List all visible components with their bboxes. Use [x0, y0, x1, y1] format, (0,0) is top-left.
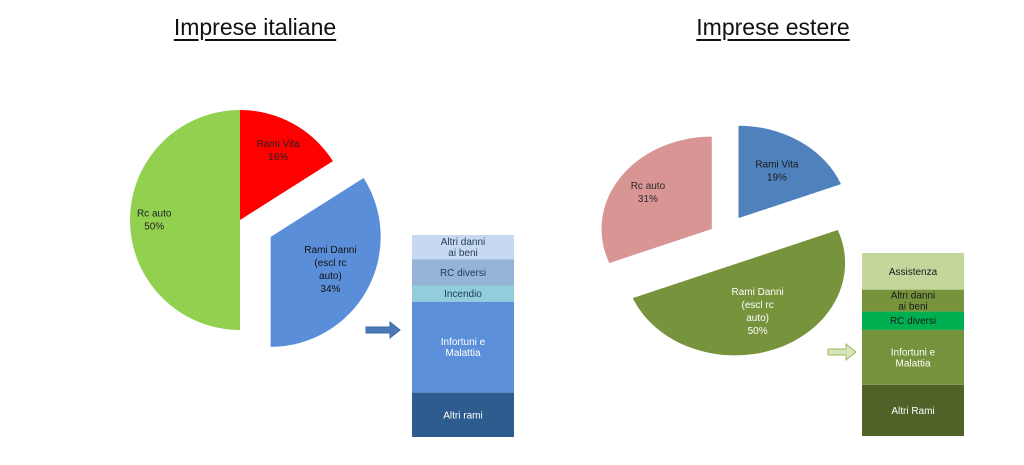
- breakdown-bar-imprese-italiane: Altri rami Infortuni e Malattia Incendio RC …: [412, 235, 514, 437]
- bar-segment-incendio: [412, 285, 514, 302]
- breakdown-arrow: [827, 342, 857, 362]
- pie-label-rc-auto: Rc auto 31%: [631, 181, 666, 205]
- pie-label-rami-vita: Rami Vita 16%: [257, 139, 301, 163]
- pie-slice-rami-danni-escl-rc-auto: [270, 177, 381, 347]
- pie-chart-imprese-italiane: Rami Vita 16% Rami Danni (escl rc auto) 34% Rc…: [130, 110, 381, 347]
- bar-label-rc-diversi: RC diversi: [440, 268, 486, 279]
- pie-slice-rami-danni-escl-rc-auto: [632, 229, 846, 356]
- bar-label-altri-rami: Altri rami: [443, 410, 482, 421]
- bar-label-altri-danni-ai-beni: Altri danni ai beni: [441, 237, 485, 259]
- chart-title-imprese-italiane: Imprese italiane: [173, 14, 337, 40]
- bar-segment-rc-diversi: [412, 259, 514, 286]
- bar-segment-rc-diversi: [862, 311, 964, 330]
- bar-segment-altri-rami: [412, 392, 514, 437]
- bar-label-altri-rami: Altri Rami: [891, 406, 934, 417]
- bar-label-infortuni-e-malattia: Infortuni e Malattia: [891, 347, 936, 369]
- chart-title-imprese-estere: Imprese estere: [696, 14, 850, 40]
- pie-chart-imprese-estere: Rami Vita 19% Rami Danni (escl rc auto) 50% Rc…: [601, 125, 846, 356]
- pie-label-rc-auto: Rc auto 50%: [137, 209, 172, 233]
- breakdown-bar-imprese-estere: Altri Rami Infortuni e Malattia RC diversi A…: [862, 253, 964, 436]
- pie-label-rami-vita: Rami Vita 19%: [755, 159, 799, 183]
- bar-segment-altri-rami: [862, 384, 964, 436]
- bar-segment-infortuni-e-malattia: [412, 301, 514, 393]
- pie-label-rami-danni-escl-rc-auto: Rami Danni (escl rc auto) 34%: [304, 245, 356, 295]
- bar-label-infortuni-e-malattia: Infortuni e Malattia: [441, 337, 486, 359]
- breakdown-arrow: [365, 320, 401, 340]
- bar-label-incendio: Incendio: [444, 289, 482, 300]
- bar-label-altri-danni-ai-beni: Altri danni ai beni: [891, 291, 935, 313]
- pie-label-rami-danni-escl-rc-auto: Rami Danni (escl rc auto) 50%: [732, 287, 784, 337]
- bar-segment-altri-danni-ai-beni: [412, 235, 514, 260]
- pie-slice-rami-vita: [738, 125, 841, 219]
- pie-slice-rc-auto: [130, 110, 240, 330]
- pie-slice-rc-auto: [601, 136, 712, 264]
- bar-segment-infortuni-e-malattia: [862, 329, 964, 385]
- bar-segment-altri-danni-ai-beni: [862, 289, 964, 312]
- pie-slice-rami-vita: [240, 110, 333, 220]
- bar-segment-assistenza: [862, 253, 964, 290]
- bar-label-rc-diversi: RC diversi: [890, 316, 936, 327]
- bar-label-assistenza: Assistenza: [889, 267, 938, 278]
